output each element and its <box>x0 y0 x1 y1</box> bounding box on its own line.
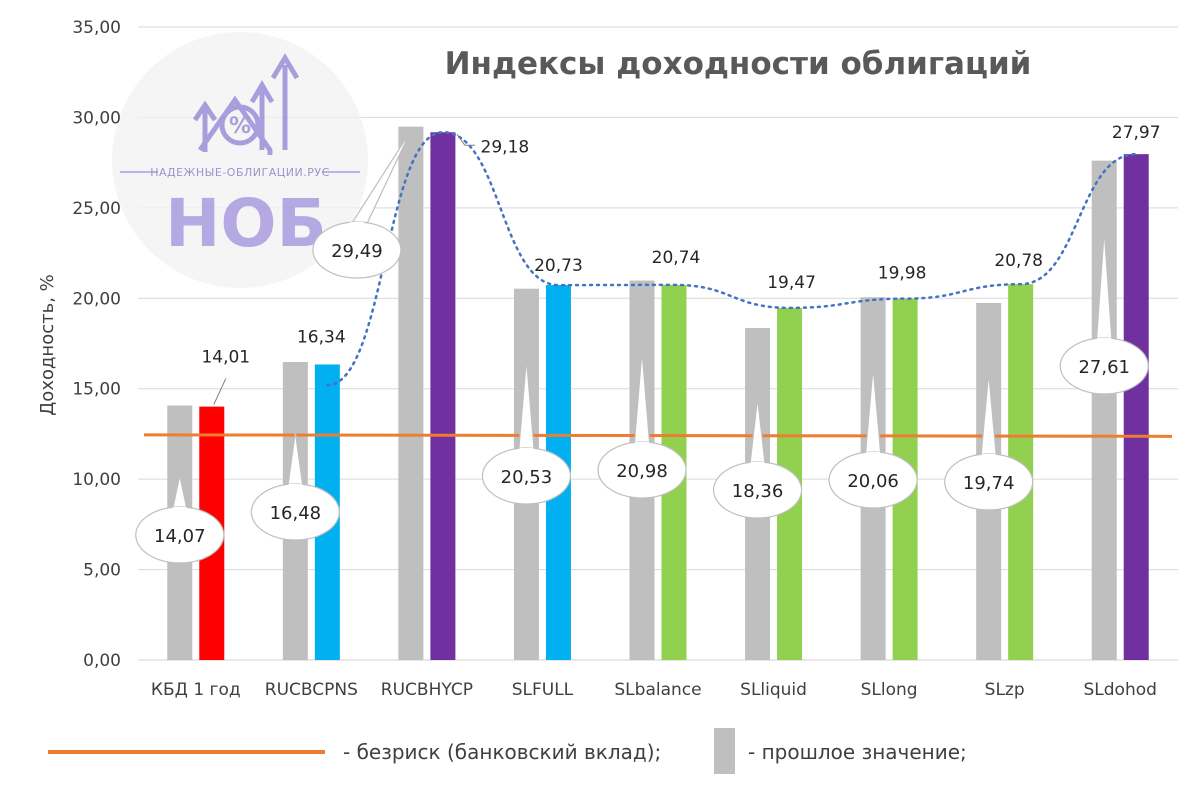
axes: 0,00 5,00 10,00 15,00 20,00 25,00 30,00 35,00 КБ… <box>72 18 1178 700</box>
percent-house-icon <box>192 53 300 155</box>
data-label-current: 19,47 <box>767 273 816 293</box>
percent-glyph: % <box>229 114 251 139</box>
x-tick-label: SLzp <box>985 680 1025 700</box>
y-tick-label: 30,00 <box>72 108 121 128</box>
data-label-previous: 14,07 <box>154 526 206 547</box>
trend-line <box>326 131 1138 387</box>
watermark-logo: % НАДЕЖНЫЕ-ОБЛИГАЦИИ.РУС НОБ <box>112 32 368 288</box>
arrow-up-right <box>270 53 300 150</box>
arrow-up-middle <box>249 80 275 150</box>
x-tick-label: SLdohod <box>1084 680 1157 700</box>
y-tick-label: 10,00 <box>72 470 121 490</box>
x-tick-label: SLliquid <box>740 680 807 700</box>
x-tick-label: КБД 1 год <box>151 680 241 700</box>
legend: - безриск (банковский вклад); - прошлое … <box>48 728 967 774</box>
leader-line <box>456 133 475 146</box>
data-label-current: 20,78 <box>994 251 1043 271</box>
leader-line <box>213 378 227 405</box>
data-label-previous: 20,53 <box>501 467 553 488</box>
y-tick-label: 5,00 <box>83 561 121 581</box>
bar-current <box>1123 154 1149 660</box>
arrow-up-left <box>192 100 218 152</box>
data-label-current: 19,98 <box>878 264 927 284</box>
data-label-current: 27,97 <box>1112 123 1161 143</box>
y-tick-label: 35,00 <box>72 18 121 38</box>
legend-previous-swatch <box>714 728 735 774</box>
data-label-previous: 20,06 <box>847 471 899 492</box>
lines <box>143 131 1173 438</box>
data-label-previous: 18,36 <box>732 481 784 502</box>
chart-title: Индексы доходности облигаций <box>445 46 1032 82</box>
data-label-current: 16,34 <box>297 327 346 347</box>
risk-free-line <box>143 433 1173 438</box>
watermark-circle <box>112 32 368 288</box>
x-tick-label: SLFULL <box>512 680 574 700</box>
x-tick-label: SLbalance <box>614 680 701 700</box>
y-tick-label: 25,00 <box>72 199 121 219</box>
data-label-previous: 16,48 <box>270 503 322 524</box>
bar-current <box>430 132 456 660</box>
data-label-previous: 20,98 <box>616 461 668 482</box>
y-tick-label: 0,00 <box>83 651 121 671</box>
data-label-previous: 29,49 <box>331 241 383 262</box>
x-tick-label: RUCBHYCP <box>381 680 473 700</box>
legend-risk-free-label: - безриск (банковский вклад); <box>343 740 661 764</box>
x-tick-label: SLlong <box>861 680 918 700</box>
data-label-previous: 27,61 <box>1078 357 1130 378</box>
percent-circle <box>219 104 261 146</box>
y-tick-label: 20,00 <box>72 289 121 309</box>
x-tick-label: RUCBCPNS <box>265 680 358 700</box>
legend-previous-label: - прошлое значение; <box>748 740 967 764</box>
bar-previous <box>398 126 424 660</box>
data-labels: 14,07 16,48 29,49 20,53 20,98 18,36 20,06 19,74… <box>135 123 1161 564</box>
data-label-current: 29,18 <box>481 137 530 157</box>
data-label-previous: 19,74 <box>963 473 1015 494</box>
y-axis-label: Доходность, % <box>37 274 58 416</box>
data-label-current: 20,73 <box>534 256 583 276</box>
data-label-current: 20,74 <box>652 248 701 268</box>
watermark-brand: НОБ <box>165 185 327 262</box>
data-label-current: 14,01 <box>201 348 250 368</box>
watermark-site: НАДЕЖНЫЕ-ОБЛИГАЦИИ.РУС <box>150 166 330 179</box>
y-tick-label: 15,00 <box>72 380 121 400</box>
